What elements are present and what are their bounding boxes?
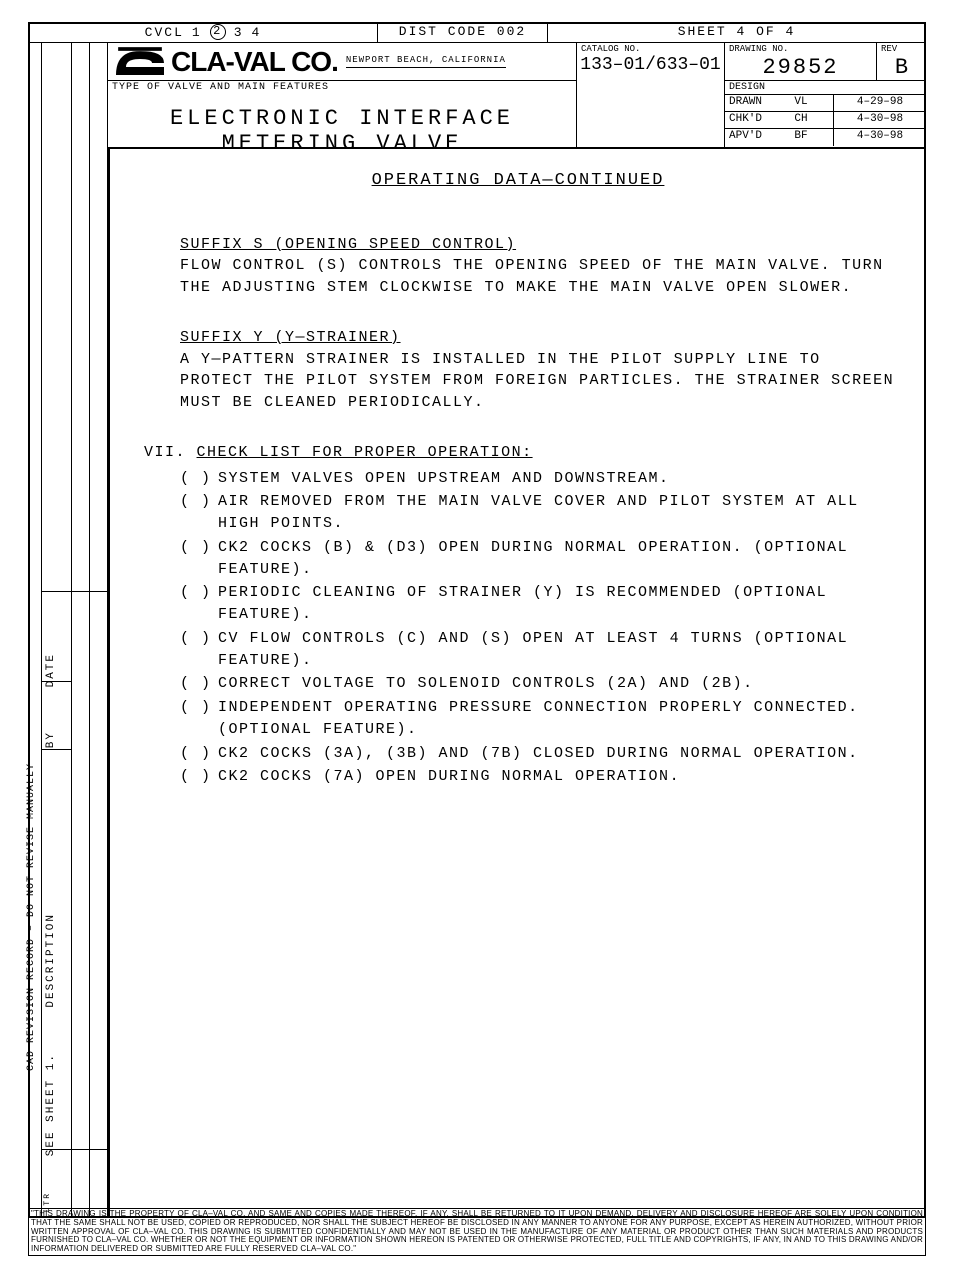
check-text: CORRECT VOLTAGE TO SOLENOID CONTROLS (2A…: [218, 675, 754, 692]
apvd-init: BF: [769, 129, 833, 146]
suffix-s-title: SUFFIX S (OPENING SPEED CONTROL): [180, 234, 896, 256]
check-text: CK2 COCKS (7A) OPEN DURING NORMAL OPERAT…: [218, 768, 680, 785]
suffix-y-text: A Y—PATTERN STRAINER IS INSTALLED IN THE…: [180, 349, 896, 414]
chkd-label: CHK'D: [725, 112, 769, 128]
title-block: CLA-VAL CO. NEWPORT BEACH, CALIFORNIA TY…: [108, 42, 926, 147]
by-label: BY: [45, 731, 57, 748]
check-item: ( )AIR REMOVED FROM THE MAIN VALVE COVER…: [178, 491, 896, 535]
check-item: ( )CK2 COCKS (3A), (3B) AND (7B) CLOSED …: [178, 743, 896, 765]
check-item: ( )CK2 COCKS (B) & (D3) OPEN DURING NORM…: [178, 537, 896, 581]
see-sheet-label: SEE SHEET 1.: [45, 1053, 57, 1156]
drawn-date: 4–29–98: [833, 95, 926, 111]
checkbox-icon: ( ): [180, 628, 218, 650]
drawn-label: DRAWN: [725, 95, 769, 111]
cad-revision-label: CAD REVISION RECORD – DO NOT REVISE MANU…: [26, 763, 37, 1071]
drawing-label: DRAWING NO.: [725, 43, 876, 55]
checklist-block: VII. CHECK LIST FOR PROPER OPERATION:: [140, 442, 896, 464]
logo-row: CLA-VAL CO. NEWPORT BEACH, CALIFORNIA: [108, 43, 576, 81]
drawn-init: VL: [769, 95, 833, 111]
catalog-label: CATALOG NO.: [577, 43, 724, 55]
checkbox-icon: ( ): [180, 743, 218, 765]
check-item: ( )SYSTEM VALVES OPEN UPSTREAM AND DOWNS…: [178, 468, 896, 490]
check-text: SYSTEM VALVES OPEN UPSTREAM AND DOWNSTRE…: [218, 470, 670, 487]
rev-label: REV: [877, 43, 926, 55]
check-text: CK2 COCKS (3A), (3B) AND (7B) CLOSED DUR…: [218, 745, 859, 762]
chkd-date: 4–30–98: [833, 112, 926, 128]
design-label: DESIGN: [725, 81, 926, 95]
checkbox-icon: ( ): [180, 766, 218, 788]
cvcl-1: 1: [192, 25, 202, 40]
cvcl-4: 4: [252, 25, 262, 40]
sheet-of: SHEET 4 OF 4: [548, 22, 926, 42]
check-item: ( )CORRECT VOLTAGE TO SOLENOID CONTROLS …: [178, 673, 896, 695]
checkbox-icon: ( ): [180, 673, 218, 695]
suffix-y-block: SUFFIX Y (Y—STRAINER) A Y—PATTERN STRAIN…: [140, 327, 896, 414]
cvcl-3: 3: [234, 25, 244, 40]
cvcl-label: CVCL: [145, 25, 184, 40]
catalog-no: 133–01/633–01: [577, 55, 724, 75]
check-item: ( )INDEPENDENT OPERATING PRESSURE CONNEC…: [178, 697, 896, 741]
suffix-s-text: FLOW CONTROL (S) CONTROLS THE OPENING SP…: [180, 255, 896, 299]
check-item: ( )PERIODIC CLEANING OF STRAINER (Y) IS …: [178, 582, 896, 626]
check-text: PERIODIC CLEANING OF STRAINER (Y) IS REC…: [218, 584, 827, 623]
company-location: NEWPORT BEACH, CALIFORNIA: [346, 55, 506, 68]
check-text: INDEPENDENT OPERATING PRESSURE CONNECTIO…: [218, 699, 859, 738]
sig-row-drawn: DRAWN VL 4–29–98: [725, 95, 926, 112]
chkd-init: CH: [769, 112, 833, 128]
checklist-items: ( )SYSTEM VALVES OPEN UPSTREAM AND DOWNS…: [140, 468, 896, 789]
checkbox-icon: ( ): [180, 582, 218, 604]
suffix-s-block: SUFFIX S (OPENING SPEED CONTROL) FLOW CO…: [140, 234, 896, 299]
company-name: CLA-VAL CO.: [171, 46, 338, 78]
type-label: TYPE OF VALVE AND MAIN FEATURES: [108, 81, 576, 94]
rev-value: B: [877, 55, 926, 80]
vii-number: VII.: [144, 444, 186, 461]
check-item: ( )CV FLOW CONTROLS (C) AND (S) OPEN AT …: [178, 628, 896, 672]
apvd-date: 4–30–98: [833, 129, 926, 146]
sig-row-apvd: APV'D BF 4–30–98: [725, 129, 926, 146]
top-header-row: CVCL 1 2 3 4 DIST CODE 002 SHEET 4 OF 4: [28, 22, 926, 42]
date-label: DATE: [45, 653, 57, 687]
company-logo-icon: [112, 45, 167, 79]
suffix-y-title: SUFFIX Y (Y—STRAINER): [180, 327, 896, 349]
checkbox-icon: ( ): [180, 491, 218, 513]
main-content: OPERATING DATA—CONTINUED SUFFIX S (OPENI…: [108, 147, 926, 1218]
apvd-label: APV'D: [725, 129, 769, 146]
dist-code: DIST CODE 002: [378, 22, 548, 42]
checkbox-icon: ( ): [180, 697, 218, 719]
checkbox-icon: ( ): [180, 537, 218, 559]
right-column: DRAWING NO. 29852 REV B DESIGN DRAWN VL …: [724, 43, 926, 147]
vii-title: CHECK LIST FOR PROPER OPERATION:: [197, 444, 533, 461]
checkbox-icon: ( ): [180, 468, 218, 490]
catalog-column: CATALOG NO. 133–01/633–01: [576, 43, 724, 147]
check-item: ( )CK2 COCKS (7A) OPEN DURING NORMAL OPE…: [178, 766, 896, 788]
check-text: CV FLOW CONTROLS (C) AND (S) OPEN AT LEA…: [218, 630, 848, 669]
drawing-no: 29852: [725, 55, 876, 80]
sig-row-chkd: CHK'D CH 4–30–98: [725, 112, 926, 129]
revision-strip: CAD REVISION RECORD – DO NOT REVISE MANU…: [28, 42, 108, 1218]
check-text: AIR REMOVED FROM THE MAIN VALVE COVER AN…: [218, 493, 859, 532]
cvcl-cell: CVCL 1 2 3 4: [28, 22, 378, 42]
legal-notice: "THIS DRAWING IS THE PROPERTY OF CLA–VAL…: [28, 1208, 926, 1256]
section-title: OPERATING DATA—CONTINUED: [140, 169, 896, 194]
description-label: DESCRIPTION: [45, 913, 57, 1008]
cvcl-2-circled: 2: [210, 24, 226, 40]
check-text: CK2 COCKS (B) & (D3) OPEN DURING NORMAL …: [218, 539, 848, 578]
